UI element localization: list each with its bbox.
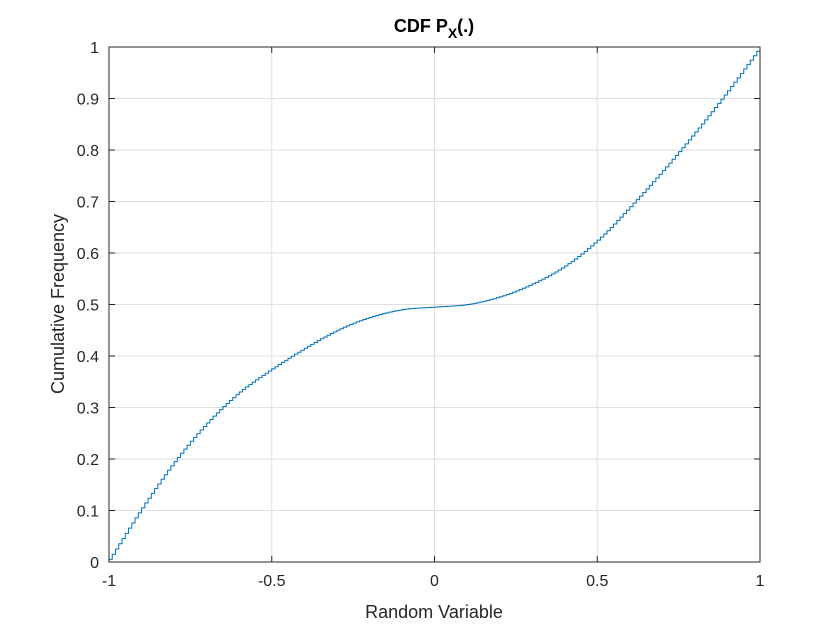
chart-title-main: CDF P [394, 16, 448, 36]
x-tick-label: 1 [756, 573, 765, 590]
y-tick-label: 0.3 [77, 401, 99, 418]
y-tick-label: 0.1 [77, 504, 99, 521]
x-tick-label: 0.5 [586, 573, 608, 590]
y-tick-label: 0.8 [77, 143, 99, 160]
y-tick-label: 0.9 [77, 92, 99, 109]
cdf-series-line [109, 47, 761, 560]
chart-title-suffix: (.) [457, 16, 474, 36]
y-tick-label: 0 [90, 555, 99, 572]
y-tick-label: 0.7 [77, 195, 99, 212]
y-tick-label: 1 [90, 40, 99, 57]
y-tick-label: 0.4 [77, 349, 99, 366]
y-tick-label: 0.2 [77, 452, 99, 469]
x-tick-label: -1 [102, 573, 116, 590]
y-axis-label: Cumulative Frequency [48, 214, 68, 394]
chart-title: CDF PX(.) [394, 16, 474, 41]
y-tick-label: 0.6 [77, 246, 99, 263]
x-tick-label: -0.5 [258, 573, 286, 590]
x-tick-label: 0 [430, 573, 439, 590]
x-axis-ticks: -1 -0.5 0 0.5 1 [102, 47, 765, 590]
y-tick-label: 0.5 [77, 298, 99, 315]
chart-title-subscript: X [448, 25, 458, 41]
x-axis-label: Random Variable [365, 602, 503, 622]
grid-lines [108, 46, 761, 563]
y-axis-ticks: 0 0.1 0.2 0.3 0.4 0.5 0.6 0.7 0.8 0.9 1 [77, 40, 760, 572]
